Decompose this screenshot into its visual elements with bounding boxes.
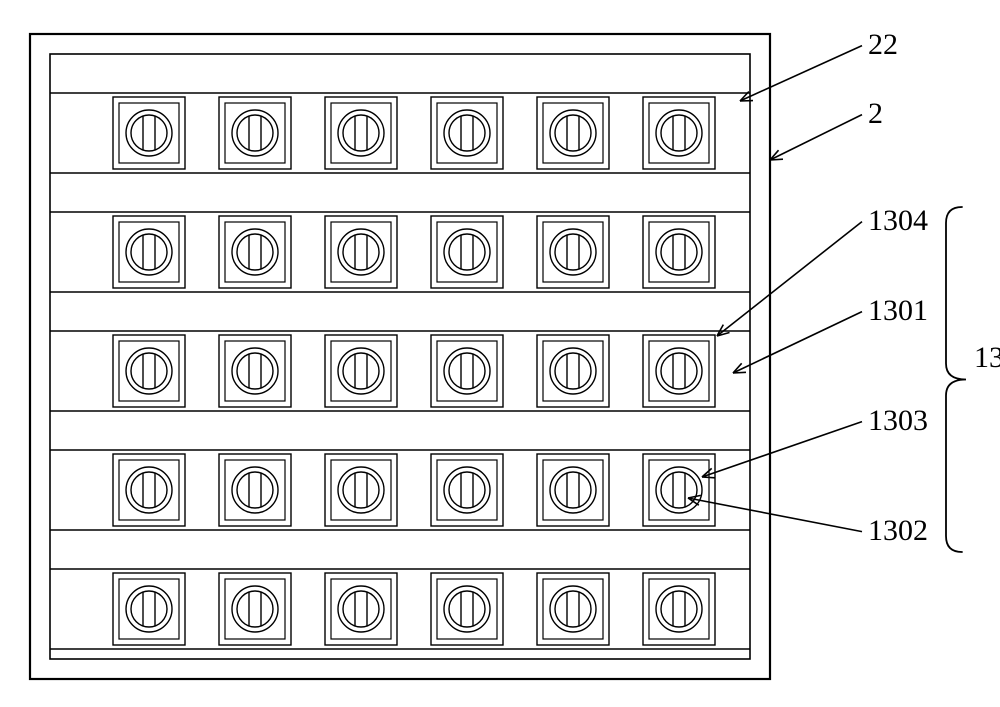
label-1302: 1302 [868,514,928,547]
label-1303: 1303 [868,404,928,437]
label-1301: 1301 [868,294,928,327]
label-1304: 1304 [868,204,928,237]
label-22: 22 [868,28,898,61]
arrowhead [702,477,715,478]
arrowhead [770,159,783,160]
label-13: 13 [974,341,1000,374]
arrowhead [733,372,746,373]
label-2: 2 [868,97,883,130]
